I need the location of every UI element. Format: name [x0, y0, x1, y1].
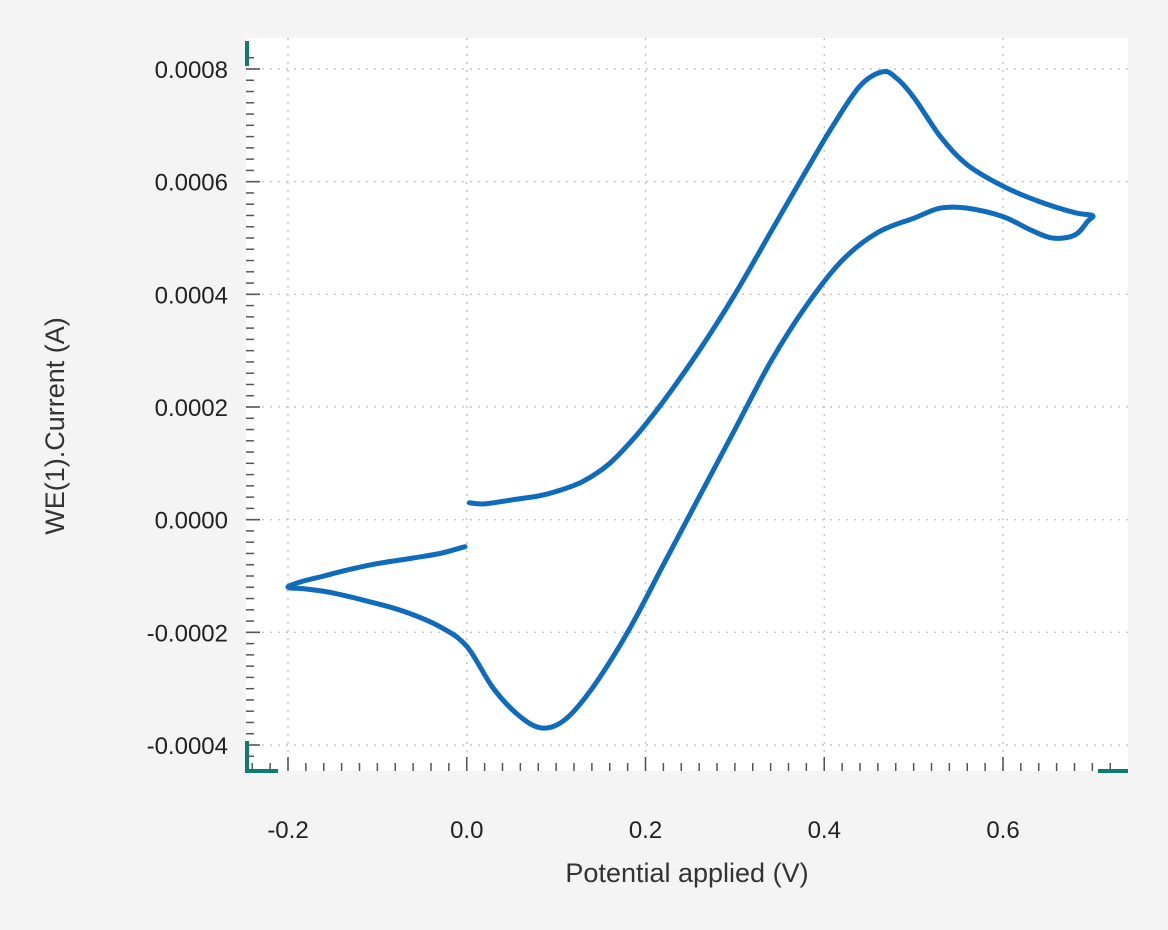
x-axis-label: Potential applied (V) [565, 858, 808, 888]
x-tick-label: 0.4 [808, 817, 841, 844]
axis-ticks [246, 56, 1111, 771]
y-tick-label: 0.0002 [155, 395, 228, 422]
y-tick-label: -0.0002 [147, 620, 228, 647]
y-tick-label: 0.0006 [155, 170, 228, 197]
y-tick-label: -0.0004 [147, 733, 228, 760]
plot-area [246, 38, 1128, 771]
x-tick-label: 0.0 [450, 817, 483, 844]
y-tick-label: 0.0004 [155, 282, 228, 309]
x-tick-label: 0.2 [629, 817, 662, 844]
tick-labels: -0.2 0.0 0.2 0.4 0.6 -0.0004 -0.0002 0.0000 0.00… [147, 57, 1020, 844]
y-tick-label: 0.0008 [155, 57, 228, 84]
x-tick-label: -0.2 [267, 817, 308, 844]
axis-frame [245, 41, 1128, 773]
cv-series-line [285, 68, 1096, 731]
series-layer [285, 68, 1096, 731]
x-tick-label: 0.6 [986, 817, 1019, 844]
y-axis-label: WE(1).Current (A) [40, 317, 70, 535]
y-tick-label: 0.0000 [155, 508, 228, 535]
axis-origin-corner [245, 741, 278, 773]
